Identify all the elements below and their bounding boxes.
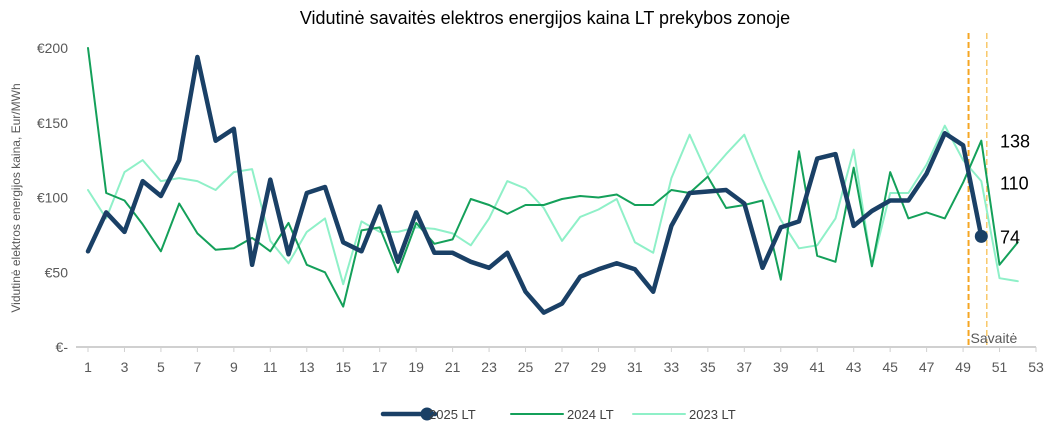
x-tick-label: 3 (121, 359, 129, 375)
y-tick-label: €100 (37, 190, 68, 206)
x-tick-label: 41 (809, 359, 825, 375)
y-tick-label: €200 (37, 40, 68, 56)
x-tick-label: 5 (157, 359, 165, 375)
y-tick-label: €- (56, 339, 69, 355)
y-tick-label: €150 (37, 115, 68, 131)
x-tick-label: 43 (846, 359, 862, 375)
week-marker-label: Savaitė (971, 330, 1018, 346)
x-tick-label: 37 (737, 359, 753, 375)
x-tick-label: 25 (518, 359, 534, 375)
series-endpoint-marker (974, 229, 988, 243)
x-tick-label: 51 (992, 359, 1008, 375)
x-tick-label: 19 (408, 359, 424, 375)
x-tick-label: 21 (445, 359, 461, 375)
series-line (85, 54, 984, 315)
legend-label: 2023 LT (689, 407, 736, 422)
x-tick-label: 53 (1028, 359, 1044, 375)
x-tick-label: 15 (335, 359, 351, 375)
y-axis-label: Vidutinė elektros energijos kaina, Eur/M… (9, 83, 23, 312)
y-tick-label: €50 (45, 264, 69, 280)
x-tick-label: 35 (700, 359, 716, 375)
x-tick-label: 39 (773, 359, 789, 375)
x-tick-label: 9 (230, 359, 238, 375)
legend-label: 2025 LT (429, 407, 476, 422)
x-tick-label: 31 (627, 359, 643, 375)
legend: 2025 LT 2024 LT 2023 LT (380, 407, 736, 422)
x-tick-label: 27 (554, 359, 570, 375)
x-tick-label: 17 (372, 359, 388, 375)
x-tick-label: 33 (664, 359, 680, 375)
x-tick-label: 47 (919, 359, 935, 375)
x-tick-label: 13 (299, 359, 315, 375)
legend-marker (420, 407, 434, 421)
end-value-label: 138 (1000, 132, 1030, 152)
x-tick-label: 49 (955, 359, 971, 375)
end-value-label: 110 (1000, 174, 1029, 194)
series-line (87, 124, 1019, 286)
x-tick-label: 23 (481, 359, 497, 375)
x-tick-label: 45 (882, 359, 898, 375)
x-tick-label: 29 (591, 359, 607, 375)
end-value-label: 74 (1000, 227, 1020, 247)
x-tick-label: 7 (193, 359, 201, 375)
legend-label: 2024 LT (567, 407, 614, 422)
x-tick-label: 1 (84, 359, 92, 375)
x-tick-label: 11 (263, 359, 278, 375)
chart-title: Vidutinė savaitės elektros energijos kai… (300, 8, 790, 28)
